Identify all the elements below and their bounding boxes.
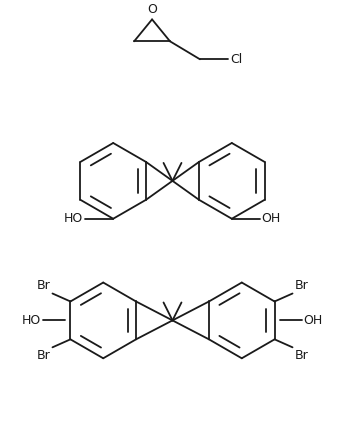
Text: HO: HO xyxy=(22,314,41,327)
Text: Br: Br xyxy=(295,279,308,291)
Text: O: O xyxy=(147,4,157,16)
Text: OH: OH xyxy=(262,212,281,225)
Text: Br: Br xyxy=(295,349,308,362)
Text: OH: OH xyxy=(304,314,323,327)
Text: Br: Br xyxy=(37,279,50,291)
Text: Cl: Cl xyxy=(230,53,242,66)
Text: Br: Br xyxy=(37,349,50,362)
Text: HO: HO xyxy=(64,212,83,225)
